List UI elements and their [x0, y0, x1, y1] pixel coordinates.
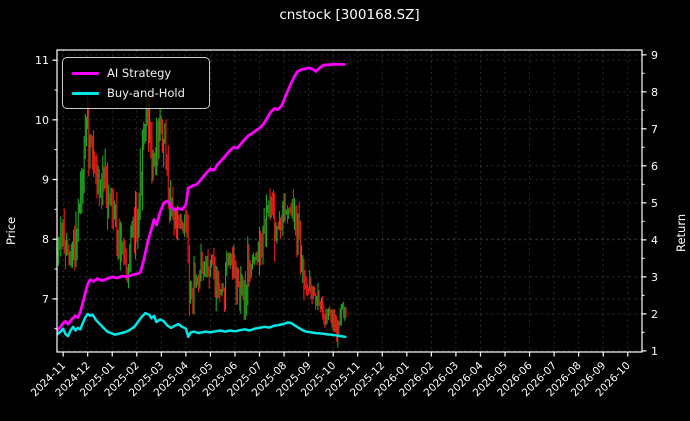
return-tick-label: 4	[651, 234, 658, 247]
legend-label-ai-strategy: AI Strategy	[107, 66, 172, 80]
price-tick-label: 7	[42, 293, 49, 306]
price-axis-label: Price	[4, 216, 18, 245]
legend-label-buy-and-hold: Buy-and-Hold	[107, 86, 185, 100]
legend-item-buy-and-hold: Buy-and-Hold	[63, 86, 209, 100]
return-tick-label: 5	[651, 197, 658, 210]
return-tick-label: 2	[651, 308, 658, 321]
return-axis-label: Return	[674, 213, 688, 252]
axes-spines	[56, 49, 643, 353]
legend-item-ai-strategy: AI Strategy	[63, 66, 209, 80]
price-bars	[57, 80, 347, 348]
price-tick-label: 9	[42, 174, 49, 187]
return-tick-label: 8	[651, 86, 658, 99]
axis-ticks	[52, 54, 647, 357]
return-tick-label: 1	[651, 345, 658, 358]
price-tick-label: 11	[35, 54, 49, 67]
legend: AI Strategy Buy-and-Hold	[62, 57, 210, 109]
chart-title: cnstock [300168.SZ]	[279, 7, 420, 23]
price-tick-label: 10	[35, 114, 49, 127]
minor-ticks	[54, 72, 645, 333]
return-tick-label: 7	[651, 123, 658, 136]
ai-strategy-line	[57, 63, 346, 332]
buy-and-hold-line-swatch	[72, 91, 99, 95]
return-tick-label: 3	[651, 271, 658, 284]
buy-and-hold-line	[57, 311, 347, 339]
grid	[57, 50, 642, 352]
return-tick-label: 9	[651, 49, 658, 62]
ai-strategy-line-swatch	[72, 71, 99, 75]
price-tick-label: 8	[42, 233, 49, 246]
return-tick-label: 6	[651, 160, 658, 173]
